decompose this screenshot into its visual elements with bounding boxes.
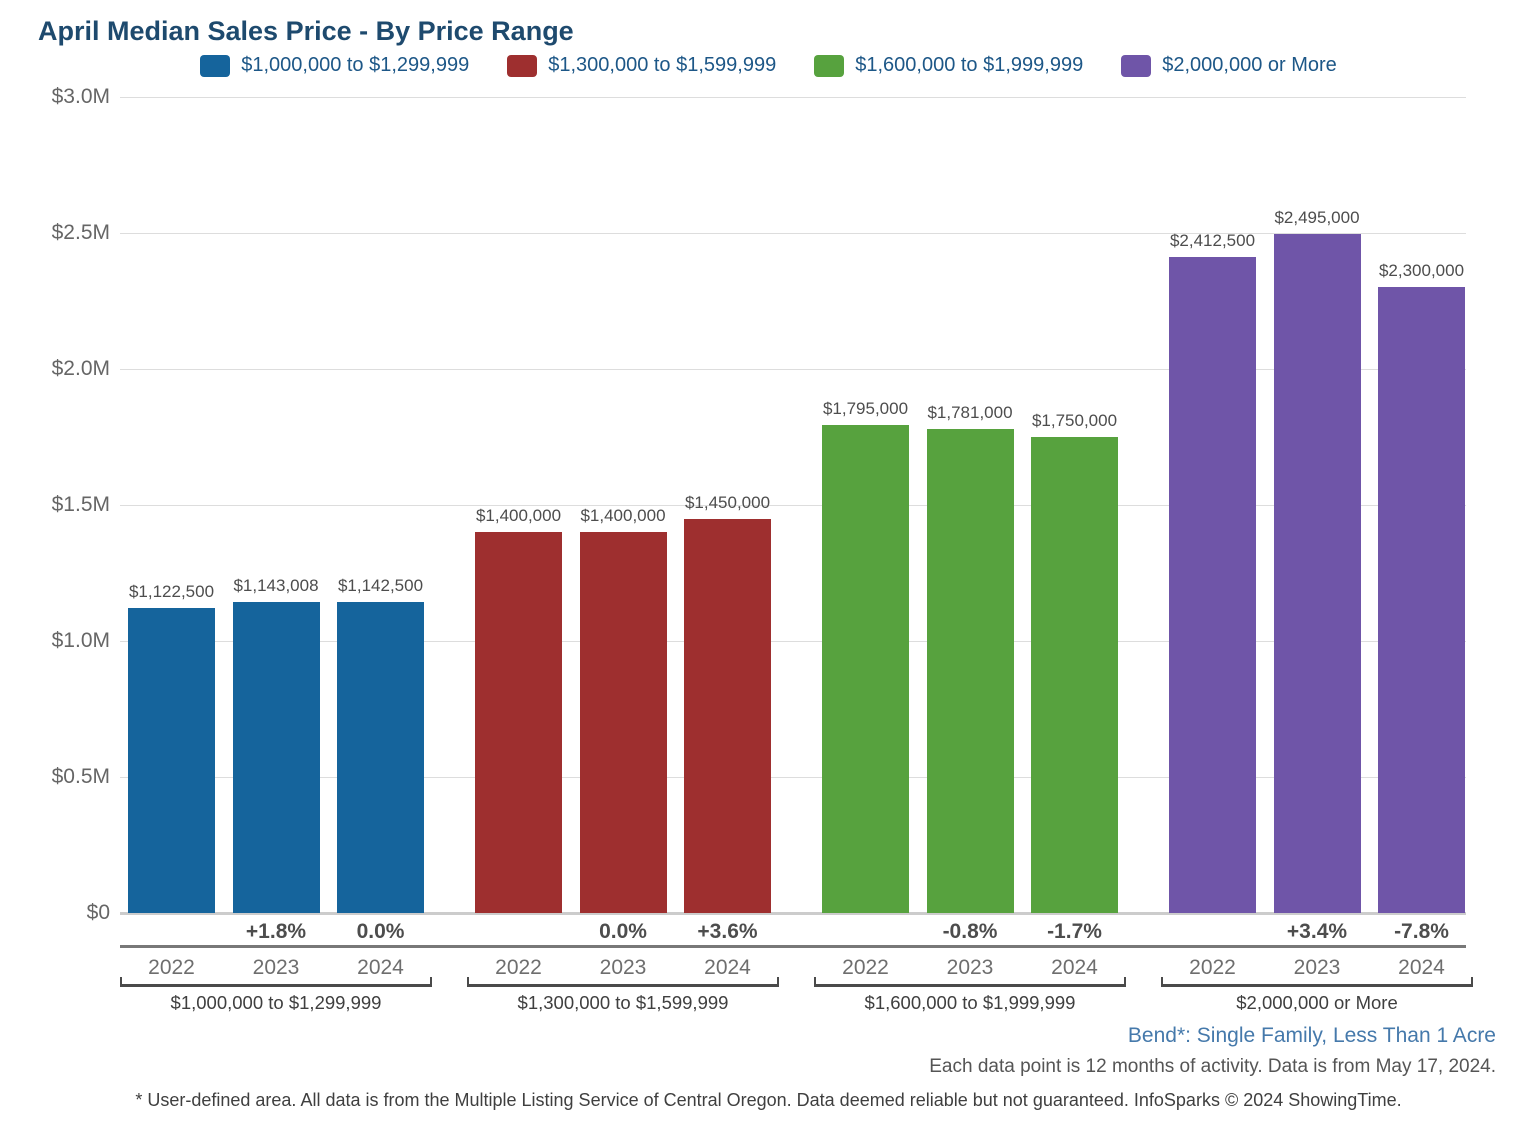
pct-change-label: -7.8% xyxy=(1394,920,1449,943)
y-tick-label: $2.0M xyxy=(51,357,110,380)
gridline xyxy=(120,233,1466,234)
bar-value-label: $2,412,500 xyxy=(1169,230,1256,250)
bar-group4-2023[interactable] xyxy=(1273,234,1361,913)
pct-change-label: -0.8% xyxy=(942,920,998,943)
bar-group1-2022[interactable] xyxy=(128,607,215,913)
x-tick-label-2024: 2024 xyxy=(1051,956,1098,979)
bar-value-label: $1,142,500 xyxy=(337,576,424,596)
axis-separator-line xyxy=(120,945,1466,948)
legend-label: $2,000,000 or More xyxy=(1162,54,1337,76)
pct-change-label: +1.8% xyxy=(245,920,307,943)
data-note: Each data point is 12 months of activity… xyxy=(929,1056,1496,1077)
x-tick-label-2022: 2022 xyxy=(148,956,195,979)
bar-group3-2024[interactable] xyxy=(1031,437,1118,913)
legend-swatch-icon xyxy=(200,54,231,77)
bar-group4-2022[interactable] xyxy=(1169,256,1256,913)
bar-value-label: $1,795,000 xyxy=(822,398,909,418)
gridline xyxy=(120,97,1466,98)
legend-item-4[interactable]: $2,000,000 or More xyxy=(1121,54,1337,77)
y-tick-label: $2.5M xyxy=(51,221,110,244)
legend-label: $1,300,000 to $1,599,999 xyxy=(548,54,777,76)
legend-label: $1,600,000 to $1,999,999 xyxy=(855,54,1084,76)
x-tick-label-2022: 2022 xyxy=(1189,956,1236,979)
chart-legend: $1,000,000 to $1,299,999 $1,300,000 to $1… xyxy=(0,54,1537,77)
bar-group4-2024[interactable] xyxy=(1378,287,1465,913)
legend-item-3[interactable]: $1,600,000 to $1,999,999 xyxy=(814,54,1083,77)
group-bracket xyxy=(467,977,779,987)
x-tick-label-2024: 2024 xyxy=(357,956,404,979)
bar-value-label: $1,143,008 xyxy=(233,576,319,596)
group-axis-label: $1,300,000 to $1,599,999 xyxy=(517,992,729,1013)
bar-value-label: $1,400,000 xyxy=(475,506,562,526)
gridline xyxy=(120,369,1466,370)
bar-value-label: $1,781,000 xyxy=(927,402,1013,422)
group-axis-label: $2,000,000 or More xyxy=(1236,992,1398,1013)
group-axis-label: $1,600,000 to $1,999,999 xyxy=(864,992,1076,1013)
legend-item-1[interactable]: $1,000,000 to $1,299,999 xyxy=(200,54,469,77)
legend-swatch-icon xyxy=(507,54,538,77)
bar-group3-2022[interactable] xyxy=(822,424,909,913)
area-label: Bend*: Single Family, Less Than 1 Acre xyxy=(1127,1024,1496,1047)
bar-group3-2023[interactable] xyxy=(926,428,1014,913)
gridline xyxy=(120,777,1466,778)
y-tick-label: $0 xyxy=(86,901,110,924)
group-axis-label: $1,000,000 to $1,299,999 xyxy=(170,992,382,1013)
x-tick-label-2023: 2023 xyxy=(252,956,300,979)
group-bracket xyxy=(814,977,1126,987)
gridline xyxy=(120,641,1466,642)
pct-change-label: 0.0% xyxy=(599,920,647,943)
x-tick-label-2023: 2023 xyxy=(1293,956,1341,979)
pct-change-label: -1.7% xyxy=(1047,920,1102,943)
legend-label: $1,000,000 to $1,299,999 xyxy=(241,54,470,76)
legend-swatch-icon xyxy=(1121,54,1152,77)
pct-change-label: 0.0% xyxy=(356,920,405,943)
pct-change-label: +3.4% xyxy=(1286,920,1348,943)
x-tick-label-2022: 2022 xyxy=(842,956,889,979)
bar-value-label: $1,450,000 xyxy=(684,492,771,512)
bar-value-label: $1,750,000 xyxy=(1031,411,1118,430)
bar-group2-2024[interactable] xyxy=(684,518,771,913)
y-tick-label: $1.5M xyxy=(51,493,110,516)
y-tick-label: $3.0M xyxy=(51,85,110,108)
x-tick-label-2024: 2024 xyxy=(1398,956,1445,979)
x-tick-label-2023: 2023 xyxy=(946,956,994,979)
group-bracket xyxy=(1161,977,1473,987)
x-tick-label-2022: 2022 xyxy=(495,956,542,979)
pct-change-label: +3.6% xyxy=(697,920,758,943)
bar-group1-2023[interactable] xyxy=(232,602,320,913)
y-tick-label: $0.5M xyxy=(51,765,110,788)
disclaimer: * User-defined area. All data is from th… xyxy=(135,1090,1402,1110)
legend-item-2[interactable]: $1,300,000 to $1,599,999 xyxy=(507,54,776,77)
y-tick-label: $1.0M xyxy=(51,629,110,652)
legend-swatch-icon xyxy=(814,54,845,77)
bar-group2-2022[interactable] xyxy=(475,532,562,913)
x-axis-baseline xyxy=(120,912,1466,915)
x-tick-label-2023: 2023 xyxy=(599,956,647,979)
bar-value-label: $1,400,000 xyxy=(580,506,666,526)
x-tick-label-2024: 2024 xyxy=(704,956,751,979)
group-bracket xyxy=(120,977,432,987)
gridline xyxy=(120,505,1466,506)
chart-title: April Median Sales Price - By Price Rang… xyxy=(38,16,574,46)
bar-value-label: $2,300,000 xyxy=(1378,261,1465,281)
bar-group2-2023[interactable] xyxy=(579,532,667,913)
bar-value-label: $2,495,000 xyxy=(1274,208,1360,228)
bar-value-label: $1,122,500 xyxy=(128,581,215,601)
bar-group1-2024[interactable] xyxy=(337,602,424,913)
